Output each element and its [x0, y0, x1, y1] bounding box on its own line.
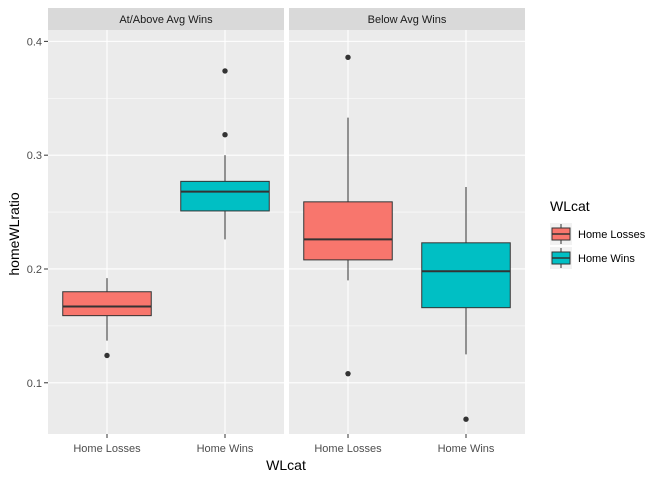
box-iqr — [62, 291, 152, 317]
box-iqr — [421, 242, 511, 309]
x-tick-label: Home Losses — [314, 443, 382, 455]
box-home-losses — [303, 54, 393, 377]
x-axis-title: WLcat — [266, 457, 306, 473]
facet-strip-label: At/Above Avg Wins — [119, 14, 213, 26]
legend-title: WLcat — [550, 198, 590, 214]
panel-background — [48, 30, 284, 434]
legend-label: Home Losses — [578, 229, 646, 241]
facet-panel: Below Avg Wins — [289, 8, 525, 434]
outlier-point — [345, 370, 351, 377]
facet-panel: At/Above Avg Wins — [48, 8, 284, 434]
outlier-point — [345, 54, 351, 61]
box-home-wins — [421, 187, 511, 422]
y-tick-label: 0.2 — [27, 264, 42, 276]
facet-strip-label: Below Avg Wins — [368, 14, 447, 26]
legend: WLcat Home Losses Home Wins — [550, 198, 646, 269]
y-axis-title: homeWLratio — [6, 192, 22, 275]
y-tick-label: 0.4 — [27, 36, 42, 48]
facet-panels: At/Above Avg Wins Below Avg Wins — [48, 8, 525, 434]
x-tick-label: Home Wins — [197, 443, 254, 455]
y-tick-label: 0.3 — [27, 150, 42, 162]
outlier-point — [222, 131, 228, 138]
outlier-point — [463, 416, 469, 422]
legend-entry: Home Losses — [550, 223, 646, 245]
outlier-point — [222, 68, 228, 74]
legend-entry: Home Wins — [550, 247, 635, 269]
box-iqr — [303, 201, 393, 261]
facet-strip — [289, 8, 525, 30]
outlier-point — [104, 352, 110, 359]
x-tick-label: Home Losses — [73, 443, 141, 455]
box-home-losses — [62, 278, 152, 359]
x-tick-label: Home Wins — [438, 443, 495, 455]
facet-strip — [48, 8, 284, 30]
y-tick-label: 0.1 — [27, 378, 42, 390]
box-iqr — [180, 180, 270, 212]
box-home-wins — [180, 68, 270, 240]
legend-label: Home Wins — [578, 253, 635, 265]
y-axis: 0.1 0.2 0.3 0.4 — [27, 36, 48, 390]
x-axis: Home Losses Home Wins Home Losses Home Wins — [73, 434, 495, 455]
